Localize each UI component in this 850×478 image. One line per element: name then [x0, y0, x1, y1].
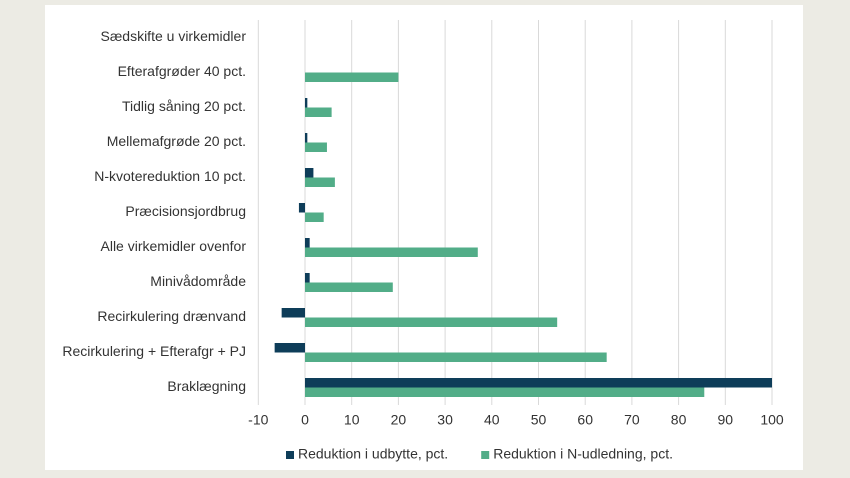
bar — [305, 352, 607, 362]
bar — [305, 142, 327, 152]
bar — [274, 343, 305, 353]
x-tick-label: 20 — [391, 412, 407, 428]
y-tick-label: Tidlig såning 20 pct. — [122, 98, 246, 114]
x-tick-label: 50 — [531, 412, 547, 428]
bar — [298, 203, 305, 213]
bar — [305, 273, 310, 283]
y-tick-label: N-kvotereduktion 10 pct. — [94, 168, 246, 184]
bar — [305, 133, 308, 143]
x-tick-label: 30 — [437, 412, 453, 428]
legend-marker — [286, 451, 294, 459]
x-tick-label: 90 — [718, 412, 734, 428]
bar — [305, 168, 314, 178]
x-tick-label: 70 — [624, 412, 640, 428]
y-tick-label: Minivådområde — [150, 273, 246, 289]
bar — [281, 308, 305, 318]
y-tick-label: Sædskifte u virkemidler — [101, 28, 247, 44]
bar — [305, 72, 399, 82]
legend-label: Reduktion i udbytte, pct. — [298, 446, 448, 462]
bar — [305, 98, 308, 108]
bar — [305, 378, 772, 388]
y-tick-label: Efterafgrøder 40 pct. — [118, 63, 246, 79]
bar — [305, 212, 324, 222]
x-tick-label: 40 — [484, 412, 500, 428]
y-tick-label: Recirkulering + Efterafgr + PJ — [62, 343, 246, 359]
legend-marker — [481, 451, 490, 459]
bar — [305, 247, 478, 257]
legend-label: Reduktion i N-udledning, pct. — [493, 446, 673, 462]
x-tick-label: 0 — [301, 412, 309, 428]
x-tick-label: 10 — [344, 412, 360, 428]
bar — [305, 282, 393, 292]
bar — [305, 177, 335, 187]
x-tick-label: 60 — [577, 412, 593, 428]
y-tick-label: Mellemafgrøde 20 pct. — [107, 133, 246, 149]
y-tick-label: Alle virkemidler ovenfor — [101, 238, 247, 254]
x-tick-label: -10 — [248, 412, 268, 428]
bar — [305, 107, 332, 117]
bar — [305, 238, 310, 248]
y-tick-label: Præcisionsjordbrug — [125, 203, 246, 219]
y-tick-label: Recirkulering drænvand — [97, 308, 246, 324]
bar — [305, 317, 558, 327]
x-tick-label: 80 — [671, 412, 687, 428]
x-tick-label: 100 — [760, 412, 784, 428]
y-tick-label: Braklægning — [167, 378, 246, 394]
bar — [305, 387, 705, 397]
